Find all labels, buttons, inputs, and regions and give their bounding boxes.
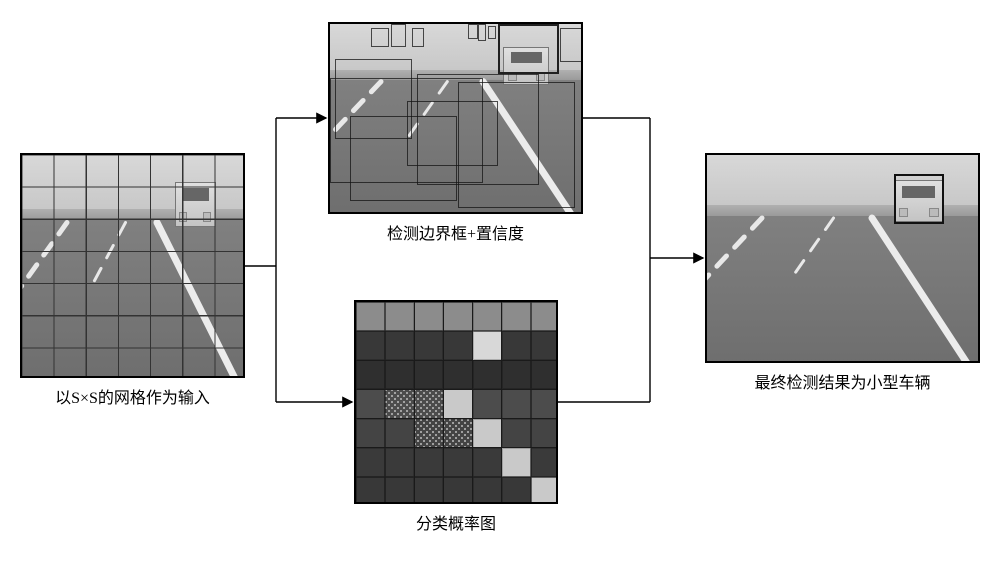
bbox-panel xyxy=(328,22,583,214)
output-caption: 最终检测结果为小型车辆 xyxy=(723,369,963,393)
bbox-caption: 检测边界框+置信度 xyxy=(366,220,546,244)
input-caption: 以S×S的网格作为输入 xyxy=(33,384,233,408)
output-panel xyxy=(705,153,980,363)
diagram-canvas: 以S×S的网格作为输入 检测边界框+置信度分类概率图 最终检测结果为小型车辆 xyxy=(0,0,1000,565)
cprob-caption: 分类概率图 xyxy=(396,510,516,534)
input-panel xyxy=(20,153,245,378)
class-prob-panel xyxy=(354,300,558,504)
